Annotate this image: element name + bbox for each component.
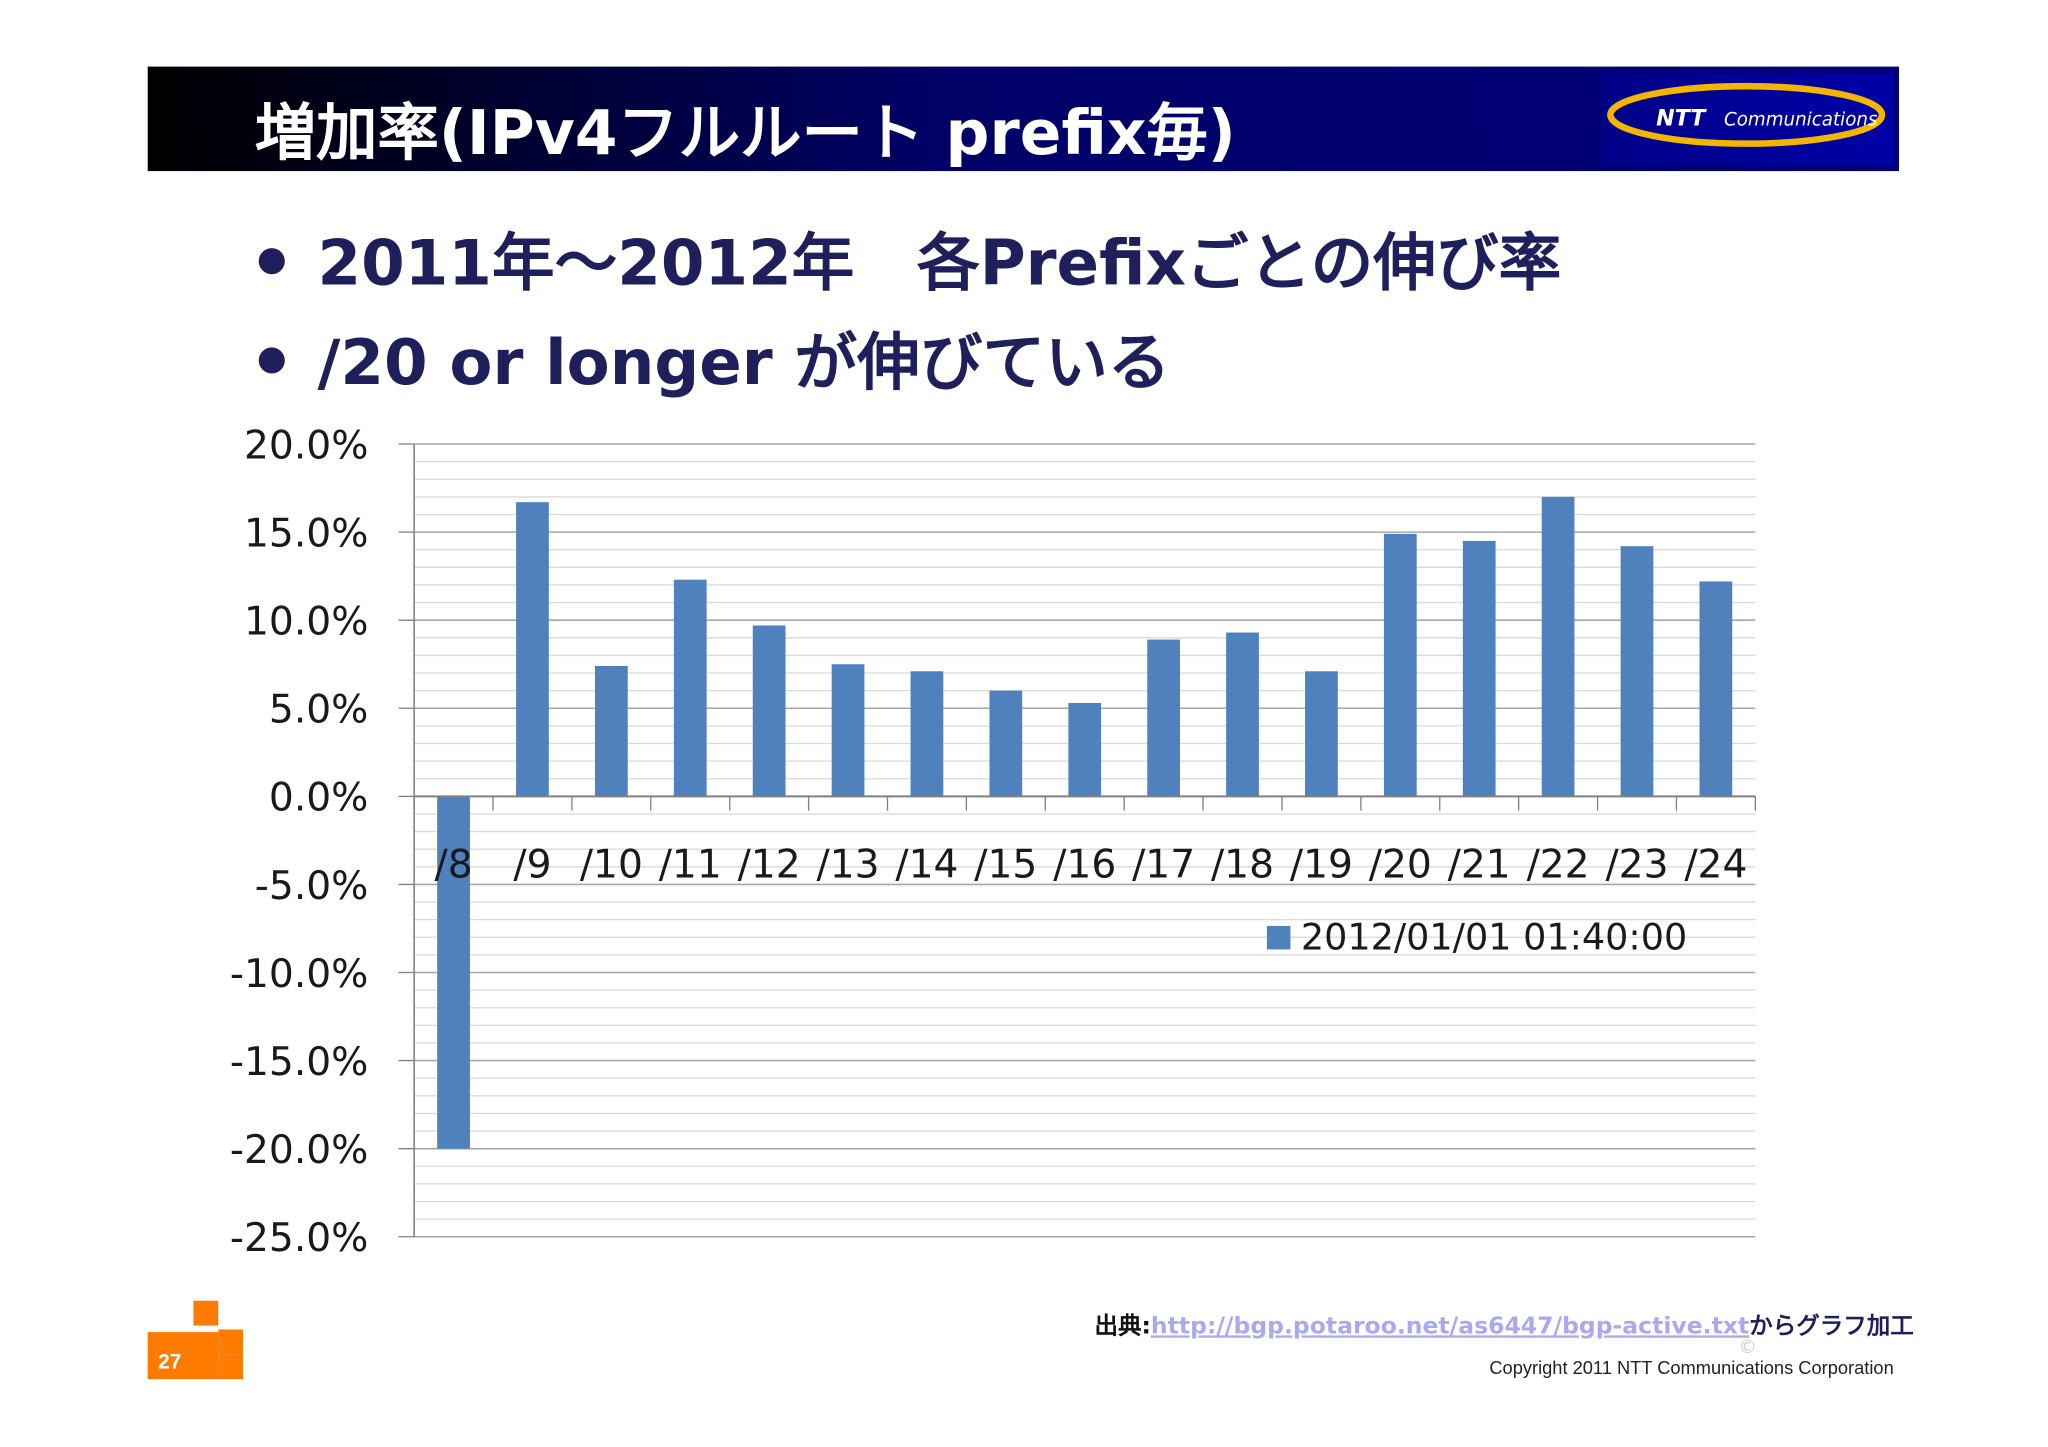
bar-18: [1226, 632, 1259, 797]
source-link[interactable]: http://bgp.potaroo.net/as6447/bgp-active…: [1151, 1311, 1749, 1339]
bullet-1: 2011年～2012年 各Prefixごとの伸び率: [317, 227, 1561, 300]
category-label: /8: [435, 843, 473, 888]
bar-chart: 20.0% 15.0% 10.0% 5.0% 0.0% -5.0% -10.0% -15.0%…: [230, 423, 1756, 1261]
category-label: /14: [895, 843, 958, 888]
y-tick-label: -10.0%: [230, 952, 369, 997]
y-tick-label: -25.0%: [230, 1216, 369, 1261]
bar-11: [673, 579, 707, 797]
bars: [437, 496, 1733, 1149]
y-tick-label: 5.0%: [269, 688, 368, 733]
y-tick-label: 20.0%: [244, 423, 368, 468]
category-label: /9: [513, 843, 551, 888]
bar-15: [989, 690, 1023, 797]
legend: 2012/01/01 01:40:00: [1266, 915, 1687, 958]
y-tick-label: 0.0%: [269, 776, 368, 821]
y-tick-label: -5.0%: [255, 864, 369, 909]
category-label: /13: [817, 843, 880, 888]
y-tick-label: 10.0%: [244, 600, 368, 645]
category-label: /22: [1527, 843, 1590, 888]
bullet-dot-icon: [258, 248, 285, 275]
category-label: /16: [1053, 843, 1116, 888]
bar-14: [910, 671, 944, 797]
bar-21: [1462, 540, 1496, 797]
slide-title: 増加率(IPv4フルルート prefix毎): [255, 98, 1236, 169]
ornament-square: [218, 1329, 244, 1355]
y-tick-labels: 20.0% 15.0% 10.0% 5.0% 0.0% -5.0% -10.0% -15.0%…: [230, 423, 369, 1261]
logo-subtitle: Communications: [1724, 109, 1878, 130]
page-number-ornament: 27: [147, 1300, 244, 1380]
bar-16: [1068, 702, 1102, 797]
page-number: 27: [158, 1351, 181, 1374]
bar-22: [1541, 496, 1575, 797]
bar-12: [752, 625, 786, 797]
legend-swatch: [1266, 925, 1291, 950]
logo-brand: NTT: [1656, 105, 1707, 131]
y-tick-label: -20.0%: [230, 1128, 369, 1173]
ntt-logo: NTT Communications: [1601, 73, 1894, 165]
bar-10: [594, 665, 628, 797]
category-label: /20: [1369, 843, 1432, 888]
source-suffix: からグラフ加工: [1749, 1311, 1914, 1339]
legend-label: 2012/01/01 01:40:00: [1301, 915, 1687, 958]
category-label: /24: [1684, 843, 1747, 888]
ornament-square: [193, 1300, 219, 1326]
category-label: /10: [580, 843, 643, 888]
category-label: /21: [1448, 843, 1511, 888]
y-tick-label: 15.0%: [244, 511, 368, 556]
source-label: 出典:: [1095, 1311, 1151, 1339]
bar-24: [1699, 581, 1733, 797]
category-labels: /8/9/10/11/12/13/14/15/16/17/18/19/20/21…: [435, 843, 1748, 888]
bar-8: [437, 796, 470, 1149]
bullet-list: 2011年～2012年 各Prefixごとの伸び率 /20 or longer …: [258, 227, 1561, 399]
copyright-text: Copyright 2011 NTT Communications Corpor…: [1489, 1357, 1893, 1378]
category-label: /19: [1290, 843, 1353, 888]
ornament-square: [218, 1354, 244, 1380]
bar-23: [1620, 546, 1654, 797]
bar-19: [1305, 671, 1338, 797]
category-label: /12: [738, 843, 801, 888]
bar-9: [516, 502, 549, 797]
bar-13: [831, 664, 865, 797]
category-label: /15: [974, 843, 1037, 888]
bar-17: [1147, 639, 1180, 797]
category-label: /17: [1132, 843, 1195, 888]
source-line: 出典:http://bgp.potaroo.net/as6447/bgp-act…: [1095, 1311, 1914, 1339]
category-label: /11: [659, 843, 722, 888]
axes: [398, 443, 1756, 1238]
copyright-symbol: ©: [1738, 1337, 1756, 1358]
y-tick-label: -15.0%: [230, 1040, 369, 1085]
page-number-box: [147, 1332, 219, 1380]
bullet-dot-icon: [258, 347, 285, 374]
logo-swoosh-icon: [1607, 82, 1886, 147]
category-label: /18: [1211, 843, 1274, 888]
bar-20: [1383, 533, 1417, 797]
bullet-2: /20 or longer が伸びている: [317, 326, 1170, 399]
category-label: /23: [1605, 843, 1668, 888]
